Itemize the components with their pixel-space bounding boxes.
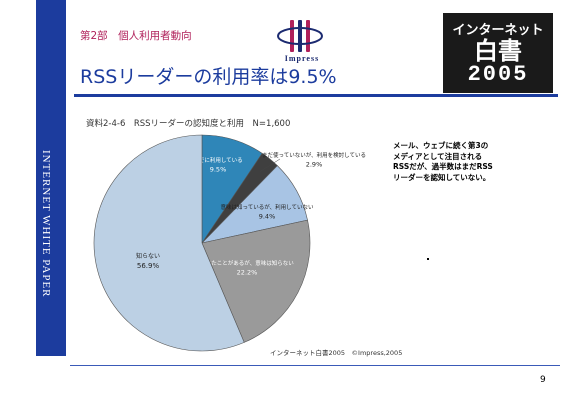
slice-value-label: 22.2% bbox=[237, 269, 258, 277]
slice-label: 知らない bbox=[136, 252, 160, 260]
chapter-label: 第2部 個人利用者動向 bbox=[80, 30, 192, 42]
slice-value-label: 2.9% bbox=[306, 161, 323, 169]
title-divider bbox=[74, 94, 558, 97]
slice-label: 聞いたことがあるが、意味は知らない bbox=[200, 259, 294, 267]
side-bar bbox=[36, 0, 66, 356]
decorative-dot bbox=[427, 258, 429, 260]
brand-logo: インターネット 白書 2005 bbox=[443, 13, 553, 93]
brand-line3: 2005 bbox=[467, 62, 529, 87]
note-text: メール、ウェブに続く第3のメディアとして注目されるRSSだが、過半数はまだRSS… bbox=[393, 141, 493, 182]
slice-value-label: 9.5% bbox=[210, 166, 227, 174]
page-title: RSSリーダーの利用率は9.5% bbox=[80, 66, 337, 88]
footer-divider bbox=[70, 365, 560, 366]
impress-logo bbox=[272, 16, 332, 66]
slice-label: すでに利用している bbox=[193, 156, 242, 164]
logo-text: Impress bbox=[284, 54, 320, 63]
pie-slice bbox=[201, 219, 311, 343]
slice-label: まだ使っていないが、利用を検討している bbox=[262, 151, 366, 159]
slice-label: 意味は知っているが、利用していない bbox=[221, 203, 314, 211]
slice-value-label: 9.4% bbox=[259, 213, 276, 221]
pie-slice bbox=[93, 134, 245, 352]
slice-leader-line bbox=[259, 158, 281, 172]
brand-line2: 白書 bbox=[474, 37, 522, 65]
slice-value-label: 56.9% bbox=[137, 262, 160, 270]
page-number: 9 bbox=[540, 375, 546, 385]
side-label: INTERNET WHITE PAPER bbox=[40, 150, 52, 298]
figure-caption: 資料2-4-6 RSSリーダーの認知度と利用 N=1,600 bbox=[86, 119, 291, 129]
brand-line1: インターネット bbox=[452, 23, 544, 38]
figure-source: インターネット白書2005 ©Impress,2005 bbox=[270, 349, 403, 357]
